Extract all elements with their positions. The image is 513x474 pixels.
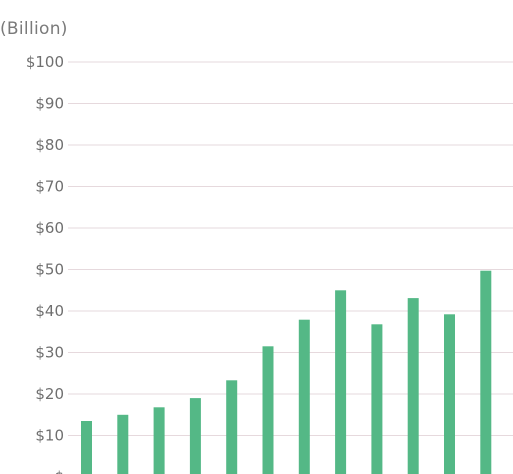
bar bbox=[480, 270, 492, 474]
bar bbox=[262, 346, 274, 474]
y-tick-label: $80 bbox=[35, 136, 64, 154]
bar bbox=[298, 319, 310, 474]
y-tick-label: $90 bbox=[35, 95, 64, 113]
bar bbox=[444, 314, 455, 474]
bar bbox=[153, 407, 165, 474]
y-tick-label: $50 bbox=[35, 261, 64, 279]
bar bbox=[226, 380, 238, 474]
bar bbox=[407, 298, 419, 474]
grid-lines bbox=[68, 61, 513, 436]
y-tick-label: $60 bbox=[35, 219, 64, 237]
bars bbox=[81, 270, 492, 474]
y-tick-label: $20 bbox=[35, 385, 64, 403]
y-tick-label: $100 bbox=[26, 53, 64, 71]
y-axis-unit-label: (Billion) bbox=[0, 19, 68, 39]
y-tick-label: $ bbox=[54, 468, 64, 474]
y-tick-label: $10 bbox=[35, 427, 64, 445]
bar bbox=[81, 421, 92, 474]
y-tick-label: $30 bbox=[35, 344, 64, 362]
bar bbox=[189, 398, 201, 474]
y-tick-label: $70 bbox=[35, 178, 64, 196]
y-tick-label: $40 bbox=[35, 302, 64, 320]
bar bbox=[335, 290, 347, 474]
y-axis-tick-labels: $100 $90 $80 $70 $60 $50 $40 $30 $20 $10 $ bbox=[26, 53, 64, 474]
bar bbox=[371, 324, 383, 474]
bar bbox=[117, 414, 129, 474]
